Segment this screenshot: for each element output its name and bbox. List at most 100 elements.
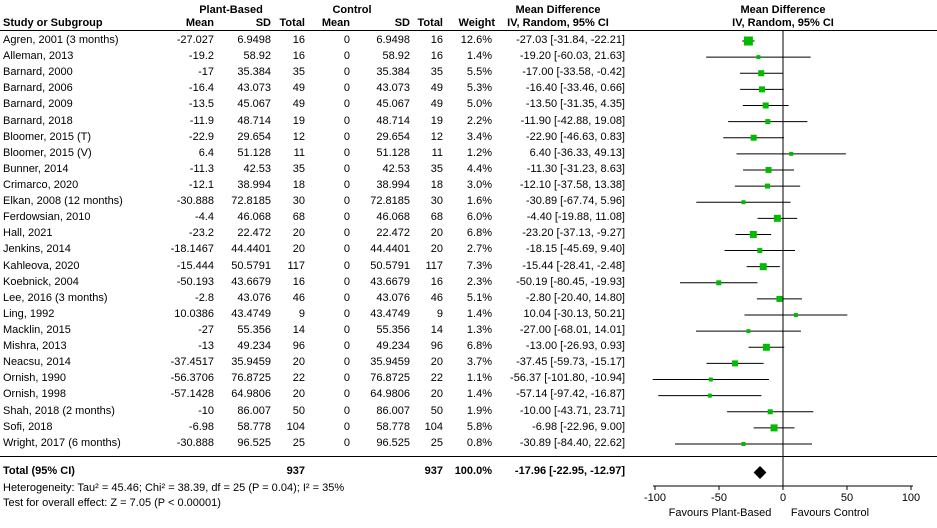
effect-marker	[708, 377, 713, 382]
weight: 4.4%	[466, 162, 492, 175]
md-ci-text: -56.37 [-101.80, -10.94]	[510, 372, 625, 385]
weight: 1.1%	[466, 372, 492, 385]
study-name: Ornish, 1990	[3, 372, 66, 385]
total-control-mean	[305, 463, 350, 479]
weight: 3.4%	[466, 130, 492, 143]
control-total: 22	[430, 372, 443, 385]
effect-marker	[743, 36, 753, 46]
forest-plot-canvas: -100 -50 0 50 100 Favours Plant-Based Favours …	[644, 31, 920, 519]
control-sd: 76.8725	[370, 372, 410, 385]
md-ci-text: -50.19 [-80.45, -19.93]	[516, 275, 625, 288]
plant-sd: 76.8725	[231, 372, 271, 385]
study-name: Bloomer, 2015 (T)	[3, 130, 92, 143]
weight: 2.3%	[466, 275, 492, 288]
control-total: 49	[430, 82, 443, 95]
study-name: Jenkins, 2014	[3, 243, 71, 256]
plant-sd: 49.234	[237, 340, 271, 353]
effect-marker	[746, 329, 751, 334]
effect-marker	[759, 86, 766, 93]
effect-marker	[759, 263, 767, 271]
md-ci-text: -18.15 [-45.69, 9.40]	[525, 243, 625, 256]
effect-marker	[765, 183, 771, 189]
table-row: Ornish, 1998 -57.1428 64.9806 20 0 64.9806 20 1…	[0, 386, 625, 402]
md-ci-text: -6.98 [-22.96, 9.00]	[532, 420, 625, 433]
table-row: Jenkins, 2014 -18.1467 44.4401 20 0 44.4401 20…	[0, 241, 625, 257]
control-total: 12	[430, 130, 443, 143]
effect-marker	[776, 295, 783, 302]
plant-mean: -11.3	[189, 162, 214, 175]
favours-right-label: Favours Control	[791, 507, 869, 519]
control-sd: 43.6679	[370, 275, 410, 288]
control-mean: 0	[343, 420, 350, 433]
plant-mean: -10	[198, 404, 214, 417]
weight: 6.8%	[466, 227, 492, 240]
total-weight: 100.0%	[454, 465, 492, 477]
plant-mean: -6.98	[188, 420, 214, 433]
plant-mean: -19.2	[188, 50, 214, 63]
plant-sd: 58.778	[237, 420, 271, 433]
control-sd: 50.5791	[370, 259, 410, 272]
plant-sd: 48.714	[237, 114, 271, 127]
plant-total: 16	[292, 34, 305, 46]
control-total: 30	[430, 195, 443, 208]
control-mean: 0	[343, 307, 350, 320]
md-ci-text: 6.40 [-36.33, 49.13]	[529, 146, 625, 159]
md-text-column-subtitle: IV, Random, 95% CI	[507, 17, 609, 29]
control-sd: 58.92	[382, 50, 410, 63]
control-total: 104	[424, 420, 443, 433]
control-mean: 0	[343, 34, 350, 46]
control-total: 16	[430, 50, 443, 63]
plant-mean: -30.888	[176, 195, 214, 208]
weight: 1.4%	[466, 388, 492, 401]
plant-mean: -27.027	[176, 34, 214, 46]
plant-mean: -22.9	[188, 130, 214, 143]
control-sd: 51.128	[376, 146, 410, 159]
table-row: Koebnick, 2004 -50.193 43.6679 16 0 43.6679 16…	[0, 274, 625, 290]
plant-mean: -16.4	[188, 82, 214, 95]
md-text-column-title: Mean Difference	[515, 4, 601, 16]
effect-marker	[762, 343, 770, 351]
effect-marker	[767, 409, 773, 415]
plant-mean: -13.5	[188, 98, 214, 111]
control-mean: 0	[343, 98, 350, 111]
plant-total: 18	[292, 178, 305, 191]
weight: 1.6%	[466, 195, 492, 208]
control-mean: 0	[343, 259, 350, 272]
plant-sd: 51.128	[237, 146, 271, 159]
plant-sd: 45.067	[237, 98, 271, 111]
plant-mean: -37.4517	[170, 356, 214, 369]
plant-sd: 43.073	[237, 82, 271, 95]
control-mean: 0	[343, 323, 350, 336]
plant-sd: 43.076	[237, 291, 271, 304]
control-mean: 0	[343, 162, 350, 175]
study-name: Crimarco, 2020	[3, 178, 79, 191]
control-total: 20	[430, 388, 443, 401]
control-sd: 6.9498	[376, 34, 410, 46]
control-mean: 0	[343, 372, 350, 385]
md-ci-text: -27.00 [-68.01, 14.01]	[519, 323, 625, 336]
axis-tick-label: 100	[902, 492, 920, 504]
axis-tick-label: 50	[841, 492, 853, 504]
table-row: Alleman, 2013 -19.2 58.92 16 0 58.92 16 1.4% -19…	[0, 48, 625, 64]
weight: 5.0%	[466, 98, 492, 111]
weight: 5.1%	[466, 291, 492, 304]
control-mean: 0	[343, 50, 350, 63]
plant-sd: 72.8185	[231, 195, 271, 208]
weight: 7.3%	[466, 259, 492, 272]
weight: 1.2%	[466, 146, 492, 159]
control-sd: 86.007	[376, 404, 410, 417]
plant-mean: -17	[198, 66, 214, 79]
control-mean: 0	[343, 82, 350, 95]
plant-mean: -23.2	[188, 227, 214, 240]
control-sd: 43.076	[376, 291, 410, 304]
md-ci-text: -30.89 [-84.40, 22.62]	[519, 436, 625, 449]
control-total: 14	[430, 323, 443, 336]
table-row: Kahleova, 2020 -15.444 50.5791 117 0 50.5791 1…	[0, 258, 625, 274]
control-total: 49	[430, 98, 443, 111]
md-ci-text: -11.30 [-31.23, 8.63]	[526, 162, 625, 175]
control-mean: 0	[343, 243, 350, 256]
plant-sd: 46.068	[237, 211, 271, 224]
md-ci-text: -4.40 [-19.88, 11.08]	[526, 211, 625, 224]
plant-sd: 58.92	[243, 50, 271, 63]
md-ci-text: -17.00 [-33.58, -0.42]	[522, 66, 625, 79]
